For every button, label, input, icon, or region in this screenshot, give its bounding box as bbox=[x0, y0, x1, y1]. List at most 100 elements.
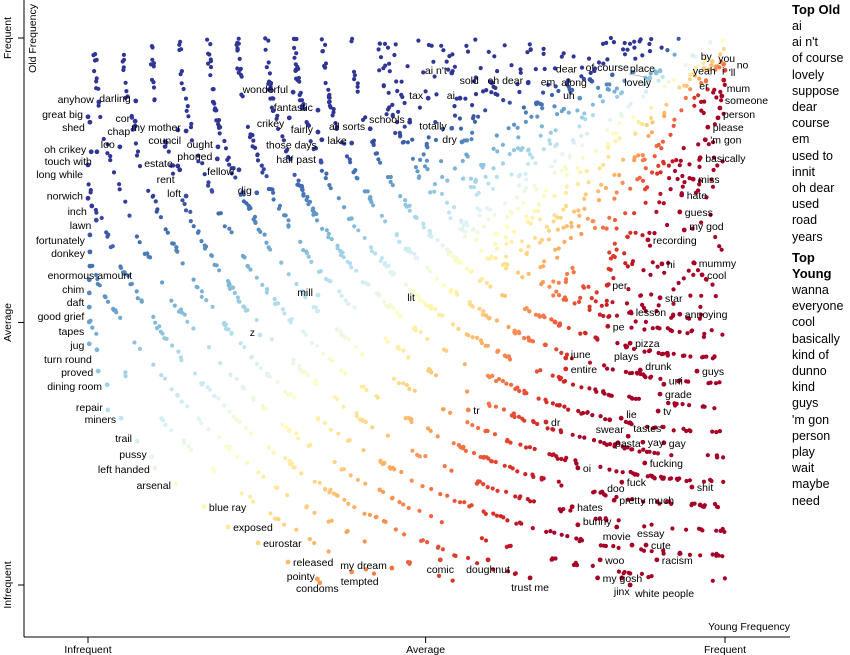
top-old-item[interactable]: innit bbox=[792, 164, 815, 179]
term-point[interactable] bbox=[654, 557, 660, 563]
term-point[interactable] bbox=[457, 95, 463, 101]
term-point[interactable] bbox=[628, 309, 634, 315]
term-point[interactable] bbox=[255, 540, 261, 546]
term-point[interactable] bbox=[86, 277, 92, 283]
term-point[interactable] bbox=[563, 355, 569, 361]
top-young-item[interactable]: wanna bbox=[792, 283, 829, 297]
term-point[interactable] bbox=[661, 440, 667, 446]
term-point[interactable] bbox=[201, 504, 207, 510]
term-point[interactable] bbox=[701, 66, 707, 72]
term-point[interactable] bbox=[659, 261, 665, 267]
top-old-item[interactable]: ai bbox=[792, 19, 802, 33]
term-point[interactable] bbox=[699, 272, 705, 278]
term-point[interactable] bbox=[183, 193, 189, 199]
top-old-item[interactable]: used to bbox=[792, 148, 834, 163]
term-point[interactable] bbox=[465, 407, 471, 413]
term-point[interactable] bbox=[254, 190, 260, 196]
term-point[interactable] bbox=[314, 576, 320, 582]
term-point[interactable] bbox=[87, 249, 93, 255]
term-point[interactable] bbox=[705, 124, 711, 130]
term-point[interactable] bbox=[173, 481, 179, 487]
top-old-item[interactable]: road bbox=[792, 213, 818, 228]
term-point[interactable] bbox=[697, 155, 703, 161]
term-point[interactable] bbox=[87, 119, 93, 125]
term-point[interactable] bbox=[679, 192, 685, 198]
term-point[interactable] bbox=[623, 344, 629, 350]
term-point[interactable] bbox=[722, 67, 728, 73]
term-point[interactable] bbox=[133, 98, 139, 104]
term-point[interactable] bbox=[449, 125, 455, 131]
top-old-item[interactable]: em bbox=[792, 132, 810, 147]
term-point[interactable] bbox=[104, 382, 110, 388]
term-point[interactable] bbox=[485, 557, 491, 563]
term-point[interactable] bbox=[349, 569, 355, 575]
term-point[interactable] bbox=[681, 227, 687, 233]
term-point[interactable] bbox=[86, 319, 92, 325]
term-point[interactable] bbox=[175, 163, 181, 169]
term-point[interactable] bbox=[717, 105, 723, 111]
term-point[interactable] bbox=[349, 140, 355, 146]
term-point[interactable] bbox=[657, 391, 663, 397]
term-point[interactable] bbox=[637, 367, 643, 373]
top-old-item[interactable]: ai n't bbox=[792, 35, 819, 50]
term-point[interactable] bbox=[525, 80, 531, 86]
term-point[interactable] bbox=[89, 203, 95, 209]
term-point[interactable] bbox=[715, 115, 721, 121]
term-point[interactable] bbox=[618, 415, 624, 421]
term-point[interactable] bbox=[117, 144, 123, 150]
top-young-item[interactable]: play bbox=[792, 445, 815, 460]
term-point[interactable] bbox=[315, 292, 321, 298]
term-point[interactable] bbox=[657, 295, 663, 301]
term-point[interactable] bbox=[367, 126, 373, 132]
top-young-item[interactable]: need bbox=[792, 493, 820, 508]
top-old-item[interactable]: years bbox=[792, 229, 823, 244]
term-point[interactable] bbox=[286, 115, 292, 121]
top-old-item[interactable]: course bbox=[792, 116, 830, 131]
term-point[interactable] bbox=[645, 237, 651, 243]
term-point[interactable] bbox=[587, 77, 593, 82]
term-point[interactable] bbox=[694, 368, 700, 374]
term-point[interactable] bbox=[88, 149, 94, 155]
term-point[interactable] bbox=[614, 524, 620, 530]
term-point[interactable] bbox=[318, 159, 324, 165]
term-point[interactable] bbox=[225, 524, 231, 530]
term-point[interactable] bbox=[183, 128, 189, 134]
term-point[interactable] bbox=[619, 575, 625, 581]
term-point[interactable] bbox=[693, 65, 699, 71]
term-point[interactable] bbox=[85, 195, 91, 201]
term-point[interactable] bbox=[605, 323, 611, 329]
term-point[interactable] bbox=[677, 311, 683, 317]
term-point[interactable] bbox=[257, 332, 263, 338]
term-point[interactable] bbox=[661, 381, 667, 387]
term-point[interactable] bbox=[149, 454, 155, 460]
top-young-item[interactable]: kind bbox=[792, 380, 815, 395]
top-young-item[interactable]: basically bbox=[792, 331, 840, 346]
term-point[interactable] bbox=[132, 123, 138, 129]
term-point[interactable] bbox=[152, 465, 158, 471]
top-young-item[interactable]: everyone bbox=[792, 299, 844, 314]
term-point[interactable] bbox=[565, 78, 571, 84]
term-point[interactable] bbox=[236, 167, 242, 173]
term-point[interactable] bbox=[677, 209, 683, 215]
term-point[interactable] bbox=[315, 107, 321, 113]
term-point[interactable] bbox=[577, 95, 583, 101]
term-point[interactable] bbox=[290, 89, 296, 95]
term-point[interactable] bbox=[629, 542, 635, 548]
term-point[interactable] bbox=[604, 282, 610, 288]
term-point[interactable] bbox=[319, 137, 325, 143]
term-point[interactable] bbox=[611, 497, 617, 503]
term-point[interactable] bbox=[449, 70, 455, 76]
term-point[interactable] bbox=[87, 263, 93, 269]
term-point[interactable] bbox=[625, 433, 631, 439]
top-old-item[interactable]: suppose bbox=[792, 83, 840, 98]
term-point[interactable] bbox=[653, 70, 659, 76]
term-point[interactable] bbox=[105, 407, 111, 413]
term-point[interactable] bbox=[86, 341, 92, 347]
term-point[interactable] bbox=[607, 417, 613, 423]
term-point[interactable] bbox=[719, 93, 725, 99]
term-point[interactable] bbox=[437, 557, 443, 563]
term-point[interactable] bbox=[315, 129, 321, 135]
term-point[interactable] bbox=[134, 438, 140, 444]
term-point[interactable] bbox=[647, 75, 653, 81]
top-young-item[interactable]: person bbox=[792, 428, 831, 443]
